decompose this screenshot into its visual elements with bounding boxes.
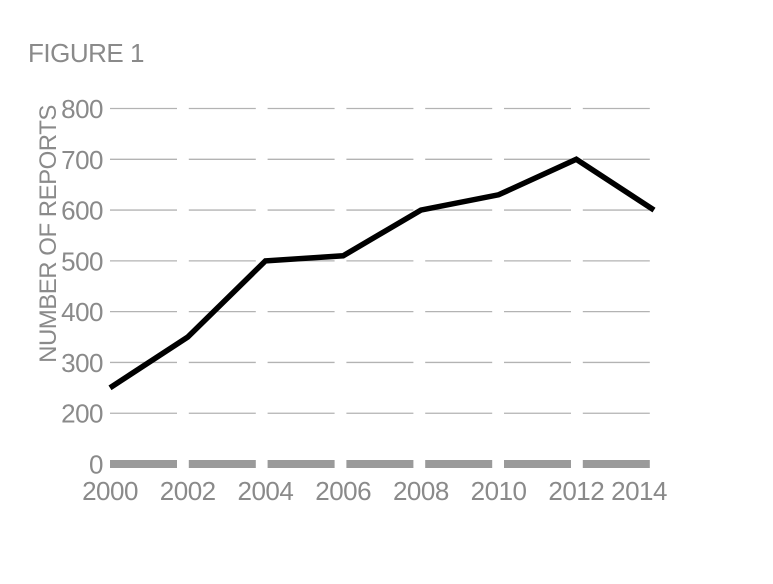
y-tick-label: 700 bbox=[61, 145, 103, 175]
y-tick-label: 500 bbox=[61, 246, 103, 276]
x-tick-label: 2008 bbox=[393, 476, 449, 506]
x-tick-label: 2010 bbox=[471, 476, 527, 506]
y-tick-label: 300 bbox=[61, 348, 103, 378]
x-tick-label: 2012 bbox=[548, 476, 604, 506]
y-tick-label: 0 bbox=[89, 450, 103, 480]
y-axis-title: NUMBER OF REPORTS bbox=[35, 105, 62, 363]
x-tick-label: 2006 bbox=[315, 476, 371, 506]
y-tick-label: 400 bbox=[61, 297, 103, 327]
y-tick-label: 200 bbox=[61, 399, 103, 429]
x-tick-label: 2014 bbox=[611, 476, 667, 506]
x-tick-label: 2002 bbox=[160, 476, 216, 506]
y-tick-label: 600 bbox=[61, 196, 103, 226]
y-tick-label: 800 bbox=[61, 94, 103, 124]
data-series-line bbox=[108, 156, 656, 391]
x-tick-label: 2004 bbox=[238, 476, 294, 506]
figure-title: FIGURE 1 bbox=[28, 38, 144, 68]
x-tick-label: 2000 bbox=[82, 476, 138, 506]
